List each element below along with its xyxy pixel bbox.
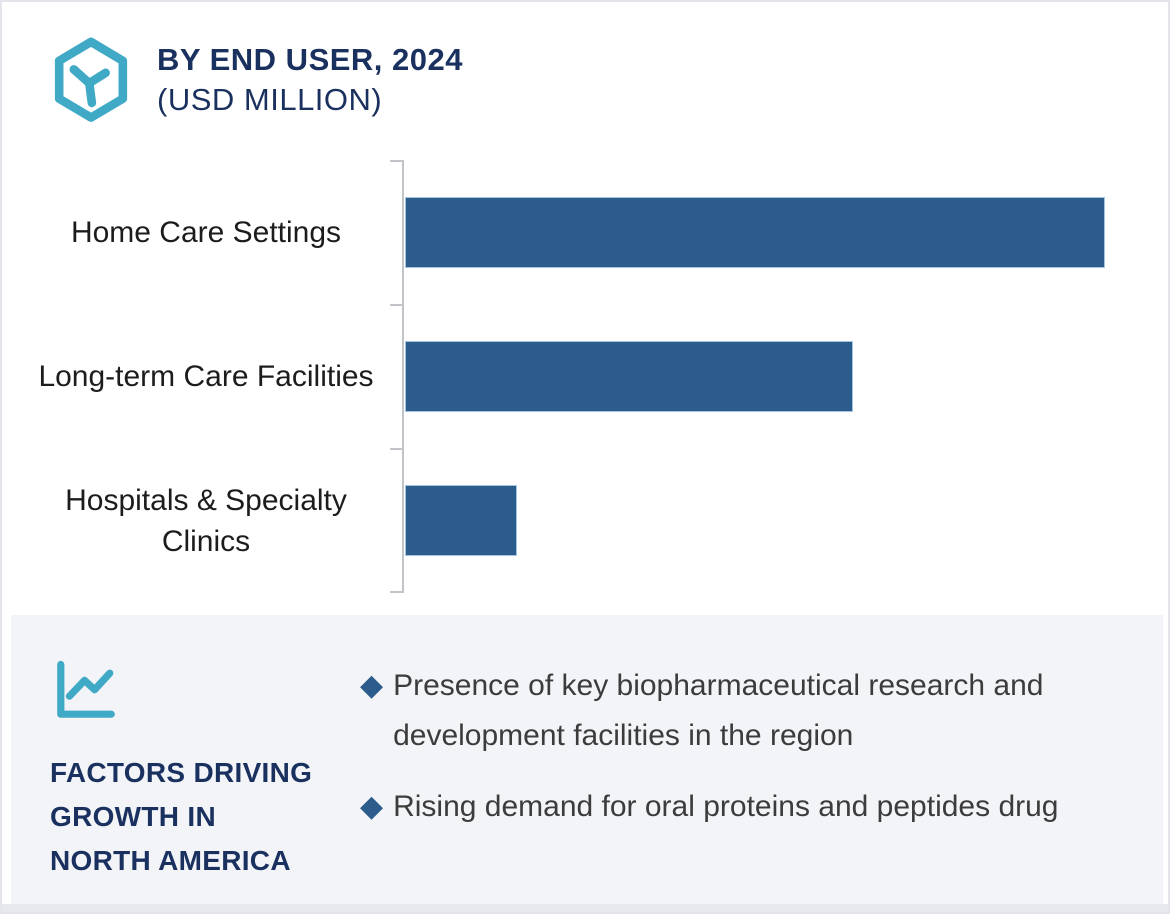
category-label: Home Care Settings [70, 215, 342, 249]
bottom-border-strip [2, 904, 1168, 912]
factors-heading-line: GROWTH IN [50, 801, 217, 832]
axis-tick [390, 448, 402, 450]
factors-heading-line: NORTH AMERICA [50, 845, 291, 876]
line-chart-icon [57, 660, 115, 718]
category-label: Hospitals & Specialty Clinics [65, 483, 347, 558]
category-labels: Home Care Settings Long-term Care Facilit… [20, 160, 392, 593]
diamond-bullet-icon: ◆ [360, 790, 384, 823]
category-axis-line [402, 160, 404, 593]
bar-row [405, 449, 1165, 593]
bar-row [405, 304, 1165, 448]
axis-tick [390, 304, 402, 306]
diamond-bullet-icon: ◆ [360, 669, 384, 702]
chart-subtitle: (USD MILLION) [157, 82, 383, 117]
factors-panel: FACTORS DRIVING GROWTH IN NORTH AMERICA ◆ P… [11, 615, 1163, 907]
bar-3 [405, 485, 517, 557]
bar-row [405, 160, 1165, 304]
factors-heading: FACTORS DRIVING GROWTH IN NORTH AMERICA [50, 751, 312, 883]
bar-2 [405, 340, 853, 412]
factors-heading-line: FACTORS DRIVING [50, 757, 313, 788]
header-text: BY END USER, 2024 (USD MILLION) [157, 40, 463, 120]
chart-title: BY END USER, 2024 [157, 42, 463, 77]
axis-tick [390, 591, 402, 593]
factor-bullet-text: Presence of key biopharmaceutical resear… [393, 669, 1044, 752]
bar-chart: Home Care Settings Long-term Care Facilit… [2, 160, 1168, 593]
category-label: Long-term Care Facilities [38, 359, 374, 393]
factor-bullet: ◆ Rising demand for oral proteins and pep… [360, 782, 1132, 832]
axis-tick [390, 160, 402, 162]
hexagon-y-logo-icon [54, 37, 128, 122]
factors-bullet-list: ◆ Presence of key biopharmaceutical resea… [360, 661, 1132, 853]
bars [405, 160, 1165, 593]
header: BY END USER, 2024 (USD MILLION) [2, 2, 1168, 142]
factor-bullet: ◆ Presence of key biopharmaceutical resea… [360, 661, 1132, 761]
bar-1 [405, 196, 1105, 268]
factor-bullet-text: Rising demand for oral proteins and pept… [393, 790, 1059, 823]
